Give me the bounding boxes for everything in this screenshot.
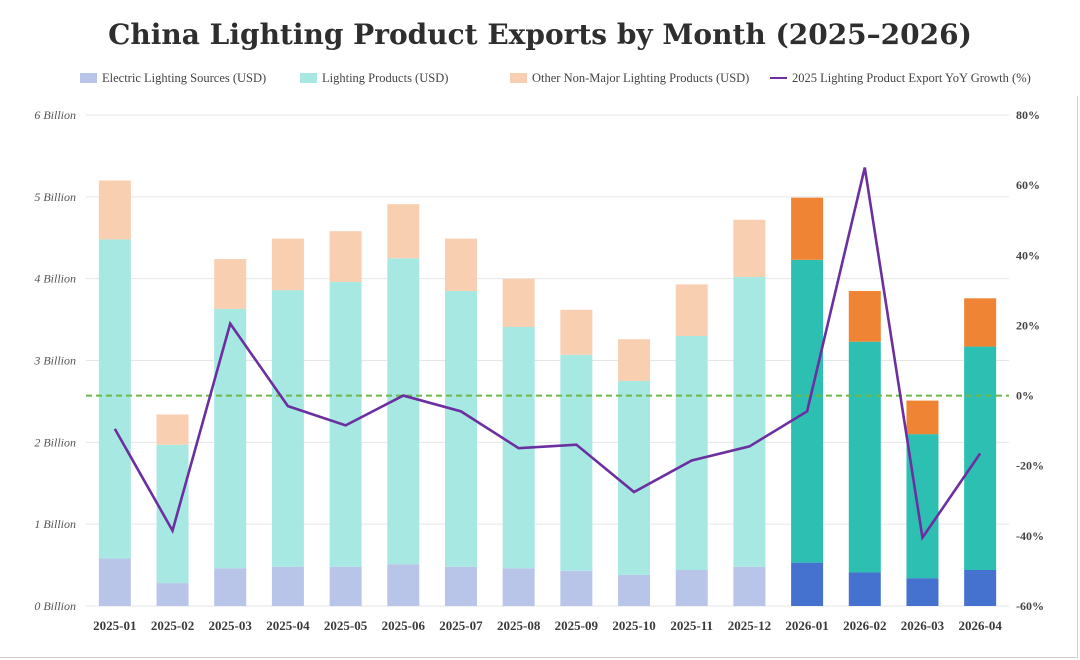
bar-segment-1	[214, 568, 247, 606]
y-tick-label: 2 Billion	[34, 435, 76, 449]
bar-segment-1	[329, 566, 362, 606]
y-tick-label: 0 Billion	[34, 599, 76, 613]
legend-label: Lighting Products (USD)	[322, 71, 449, 85]
x-tick-label: 2026-01	[785, 618, 828, 633]
x-tick-label: 2025-01	[93, 618, 136, 633]
y-tick-label: 6 Billion	[34, 108, 76, 122]
chart-title: China Lighting Product Exports by Month …	[108, 18, 972, 51]
bar-segment-1	[791, 562, 824, 606]
bar-segment-1	[156, 583, 189, 606]
y2-tick-label: 60%	[1016, 178, 1040, 192]
bar-segment-2	[214, 308, 247, 569]
x-tick-label: 2025-10	[612, 618, 655, 633]
y-tick-label: 1 Billion	[34, 517, 76, 531]
legend-label: 2025 Lighting Product Export YoY Growth …	[792, 71, 1031, 85]
x-tick-label: 2026-03	[901, 618, 945, 633]
bar-segment-3	[387, 204, 420, 259]
bar-segment-3	[906, 400, 939, 435]
x-tick-label: 2025-11	[670, 618, 713, 633]
bar-segment-2	[444, 290, 477, 567]
bar-segment-3	[848, 290, 881, 342]
x-tick-label: 2026-02	[843, 618, 886, 633]
bar-segment-3	[214, 259, 247, 309]
bar-segment-2	[733, 277, 766, 567]
bar-segment-2	[618, 380, 651, 575]
legend-item-other-non-major-lighting-products: Other Non-Major Lighting Products (USD)	[510, 70, 749, 86]
bar-segment-3	[675, 284, 708, 336]
bar-segment-1	[502, 568, 535, 606]
bar-segment-2	[387, 258, 420, 565]
x-tick-label: 2025-04	[266, 618, 310, 633]
bar-segment-1	[675, 569, 708, 606]
y-tick-label: 3 Billion	[33, 354, 76, 368]
y2-tick-label: 80%	[1016, 108, 1040, 122]
bar-segment-2	[906, 434, 939, 579]
legend-swatch	[300, 73, 317, 84]
x-tick-label: 2025-09	[555, 618, 599, 633]
bar-segment-3	[618, 339, 651, 381]
x-tick-label: 2025-02	[151, 618, 194, 633]
x-tick-label: 2025-06	[382, 618, 426, 633]
x-tick-label: 2025-07	[439, 618, 483, 633]
x-tick-label: 2025-05	[324, 618, 368, 633]
x-tick-label: 2025-03	[209, 618, 253, 633]
y2-tick-label: 20%	[1016, 318, 1040, 332]
bar-segment-2	[675, 335, 708, 570]
bar-segment-1	[560, 570, 593, 606]
legend-item-yoy-growth: 2025 Lighting Product Export YoY Growth …	[770, 70, 1031, 86]
bar-segment-1	[271, 566, 304, 606]
y2-tick-label: -40%	[1016, 529, 1044, 543]
y2-tick-label: 0%	[1016, 389, 1034, 403]
bar-segment-1	[387, 564, 420, 606]
y2-tick-label: -60%	[1016, 599, 1044, 613]
bar-segment-1	[98, 558, 131, 606]
bar-segment-1	[444, 566, 477, 606]
bar-segment-2	[156, 444, 189, 584]
bar-segment-3	[560, 309, 593, 355]
bar-segment-2	[271, 290, 304, 567]
legend-swatch	[80, 73, 97, 84]
bar-segment-2	[98, 239, 131, 559]
bar-segment-3	[271, 238, 304, 291]
x-tick-label: 2026-04	[958, 618, 1002, 633]
bar-segment-3	[502, 278, 535, 327]
legend-item-electric-lighting-sources: Electric Lighting Sources (USD)	[80, 70, 266, 86]
bar-segment-3	[733, 219, 766, 278]
bar-segment-2	[964, 346, 997, 570]
yoy-growth-line	[113, 167, 982, 542]
legend-label: Electric Lighting Sources (USD)	[102, 71, 267, 85]
bar-segment-3	[964, 298, 997, 347]
y-tick-label: 5 Billion	[34, 190, 76, 204]
bar-segment-3	[156, 414, 189, 445]
bar-segment-1	[906, 578, 939, 606]
legend-item-lighting-products: Lighting Products (USD)	[300, 70, 448, 86]
legend-swatch	[510, 73, 527, 84]
bar-segment-2	[848, 341, 881, 573]
bar-segment-1	[964, 569, 997, 606]
y-tick-label: 4 Billion	[34, 272, 76, 286]
bar-segment-1	[618, 574, 651, 606]
legend-line-swatch	[770, 77, 787, 80]
x-tick-label: 2025-12	[728, 618, 771, 633]
bar-segment-3	[444, 238, 477, 291]
bar-segment-3	[791, 197, 824, 260]
bar-segment-3	[329, 231, 362, 282]
y2-tick-label: -20%	[1016, 459, 1044, 473]
bar-segment-1	[848, 572, 881, 606]
x-tick-label: 2025-08	[497, 618, 541, 633]
bar-segment-3	[98, 180, 131, 240]
legend-label: Other Non-Major Lighting Products (USD)	[532, 71, 750, 85]
y2-tick-label: 40%	[1016, 248, 1040, 262]
plot-frame	[0, 96, 1078, 658]
bar-segment-2	[560, 354, 593, 571]
bar-segment-1	[733, 566, 766, 606]
